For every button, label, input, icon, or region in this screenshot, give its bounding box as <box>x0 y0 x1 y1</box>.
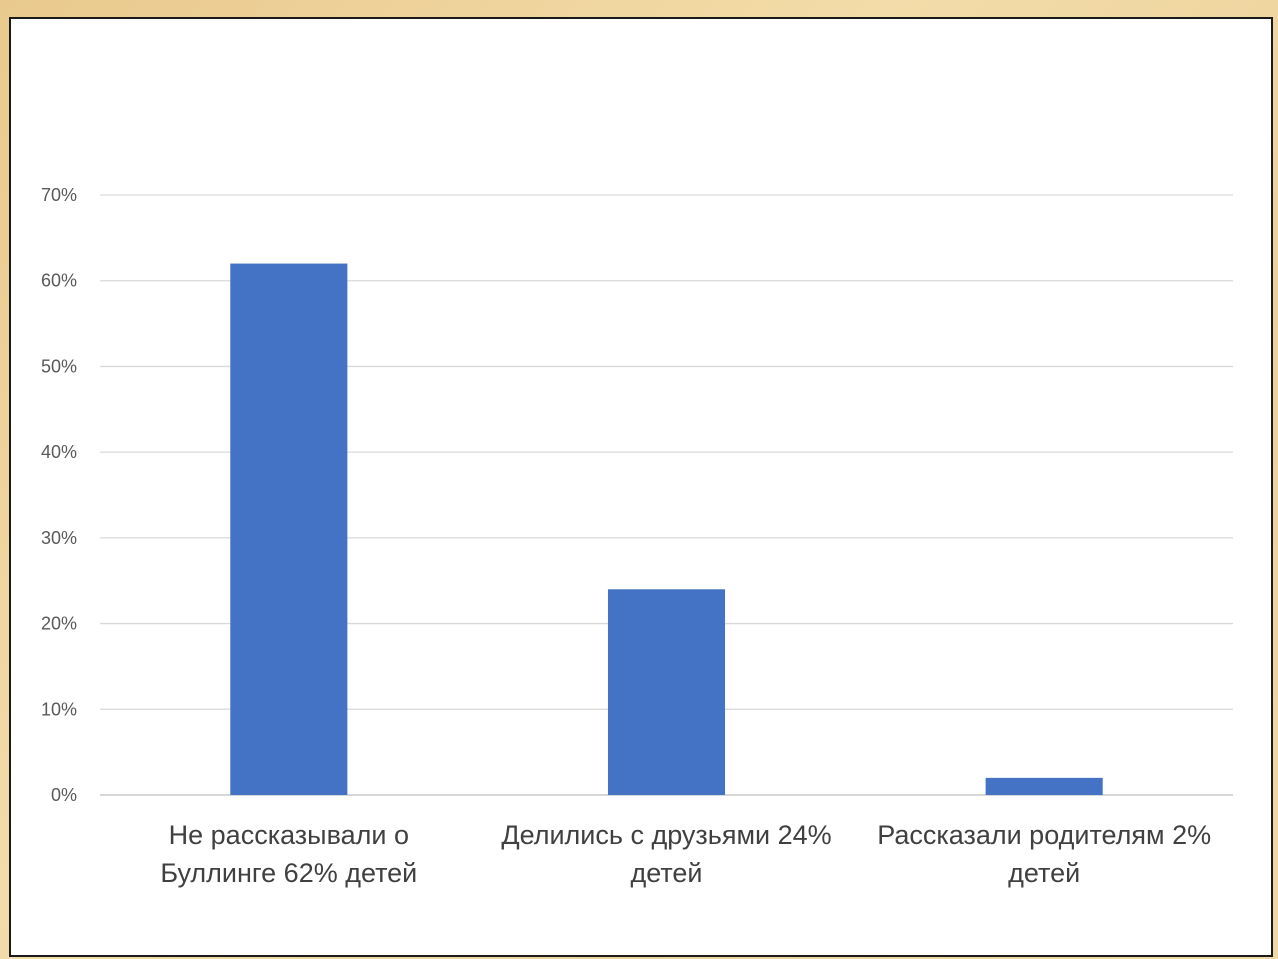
y-axis-tick-labels: 0% 10% 20% 30% 40% 50% 60% 70% <box>41 185 77 805</box>
bars <box>230 263 1103 795</box>
x-category-label: Рассказали родителям 2% детей <box>877 820 1211 888</box>
x-category-label: Не рассказывали о Буллинге 62% детей <box>160 820 417 888</box>
y-tick-label: 50% <box>41 356 77 376</box>
x-category-label-line: детей <box>630 858 702 888</box>
bar <box>985 777 1103 795</box>
x-category-label-line: Не рассказывали о <box>169 820 409 850</box>
y-tick-label: 40% <box>41 442 77 462</box>
bar-chart: 0% 10% 20% 30% 40% 50% 60% 70% Не рассказывали … <box>41 185 1233 888</box>
x-category-label: Делились с друзьями 24% детей <box>501 820 831 888</box>
y-tick-label: 70% <box>41 185 77 205</box>
x-axis-category-labels: Не рассказывали о Буллинге 62% детей Делил… <box>160 820 1211 888</box>
bar <box>230 263 348 795</box>
y-tick-label: 60% <box>41 271 77 291</box>
y-tick-label: 20% <box>41 614 77 634</box>
x-category-label-line: Делились с друзьями 24% <box>501 820 831 850</box>
x-category-label-line: Рассказали родителям 2% <box>877 820 1211 850</box>
x-category-label-line: детей <box>1008 858 1080 888</box>
y-tick-label: 0% <box>51 785 77 805</box>
y-tick-label: 10% <box>41 699 77 719</box>
y-tick-label: 30% <box>41 528 77 548</box>
x-category-label-line: Буллинге 62% детей <box>160 858 417 888</box>
chart-frame: 0% 10% 20% 30% 40% 50% 60% 70% Не рассказывали … <box>9 17 1273 957</box>
bar <box>607 589 726 795</box>
